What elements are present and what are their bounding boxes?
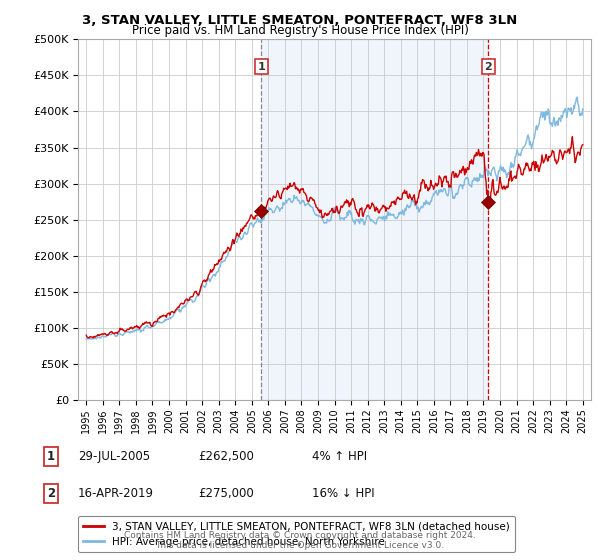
Text: 2: 2: [47, 487, 55, 501]
Legend: 3, STAN VALLEY, LITTLE SMEATON, PONTEFRACT, WF8 3LN (detached house), HPI: Avera: 3, STAN VALLEY, LITTLE SMEATON, PONTEFRA…: [78, 516, 515, 552]
Text: 3, STAN VALLEY, LITTLE SMEATON, PONTEFRACT, WF8 3LN: 3, STAN VALLEY, LITTLE SMEATON, PONTEFRA…: [82, 14, 518, 27]
Text: 29-JUL-2005: 29-JUL-2005: [78, 450, 150, 463]
Text: 1: 1: [257, 62, 265, 72]
Text: 4% ↑ HPI: 4% ↑ HPI: [312, 450, 367, 463]
Text: Price paid vs. HM Land Registry's House Price Index (HPI): Price paid vs. HM Land Registry's House …: [131, 24, 469, 36]
Text: Contains HM Land Registry data © Crown copyright and database right 2024.
This d: Contains HM Land Registry data © Crown c…: [124, 530, 476, 550]
Text: £262,500: £262,500: [198, 450, 254, 463]
Text: £275,000: £275,000: [198, 487, 254, 501]
Text: 1: 1: [47, 450, 55, 463]
Text: 16-APR-2019: 16-APR-2019: [78, 487, 154, 501]
Bar: [261, 39, 488, 400]
Text: 2: 2: [484, 62, 492, 72]
Text: 16% ↓ HPI: 16% ↓ HPI: [312, 487, 374, 501]
